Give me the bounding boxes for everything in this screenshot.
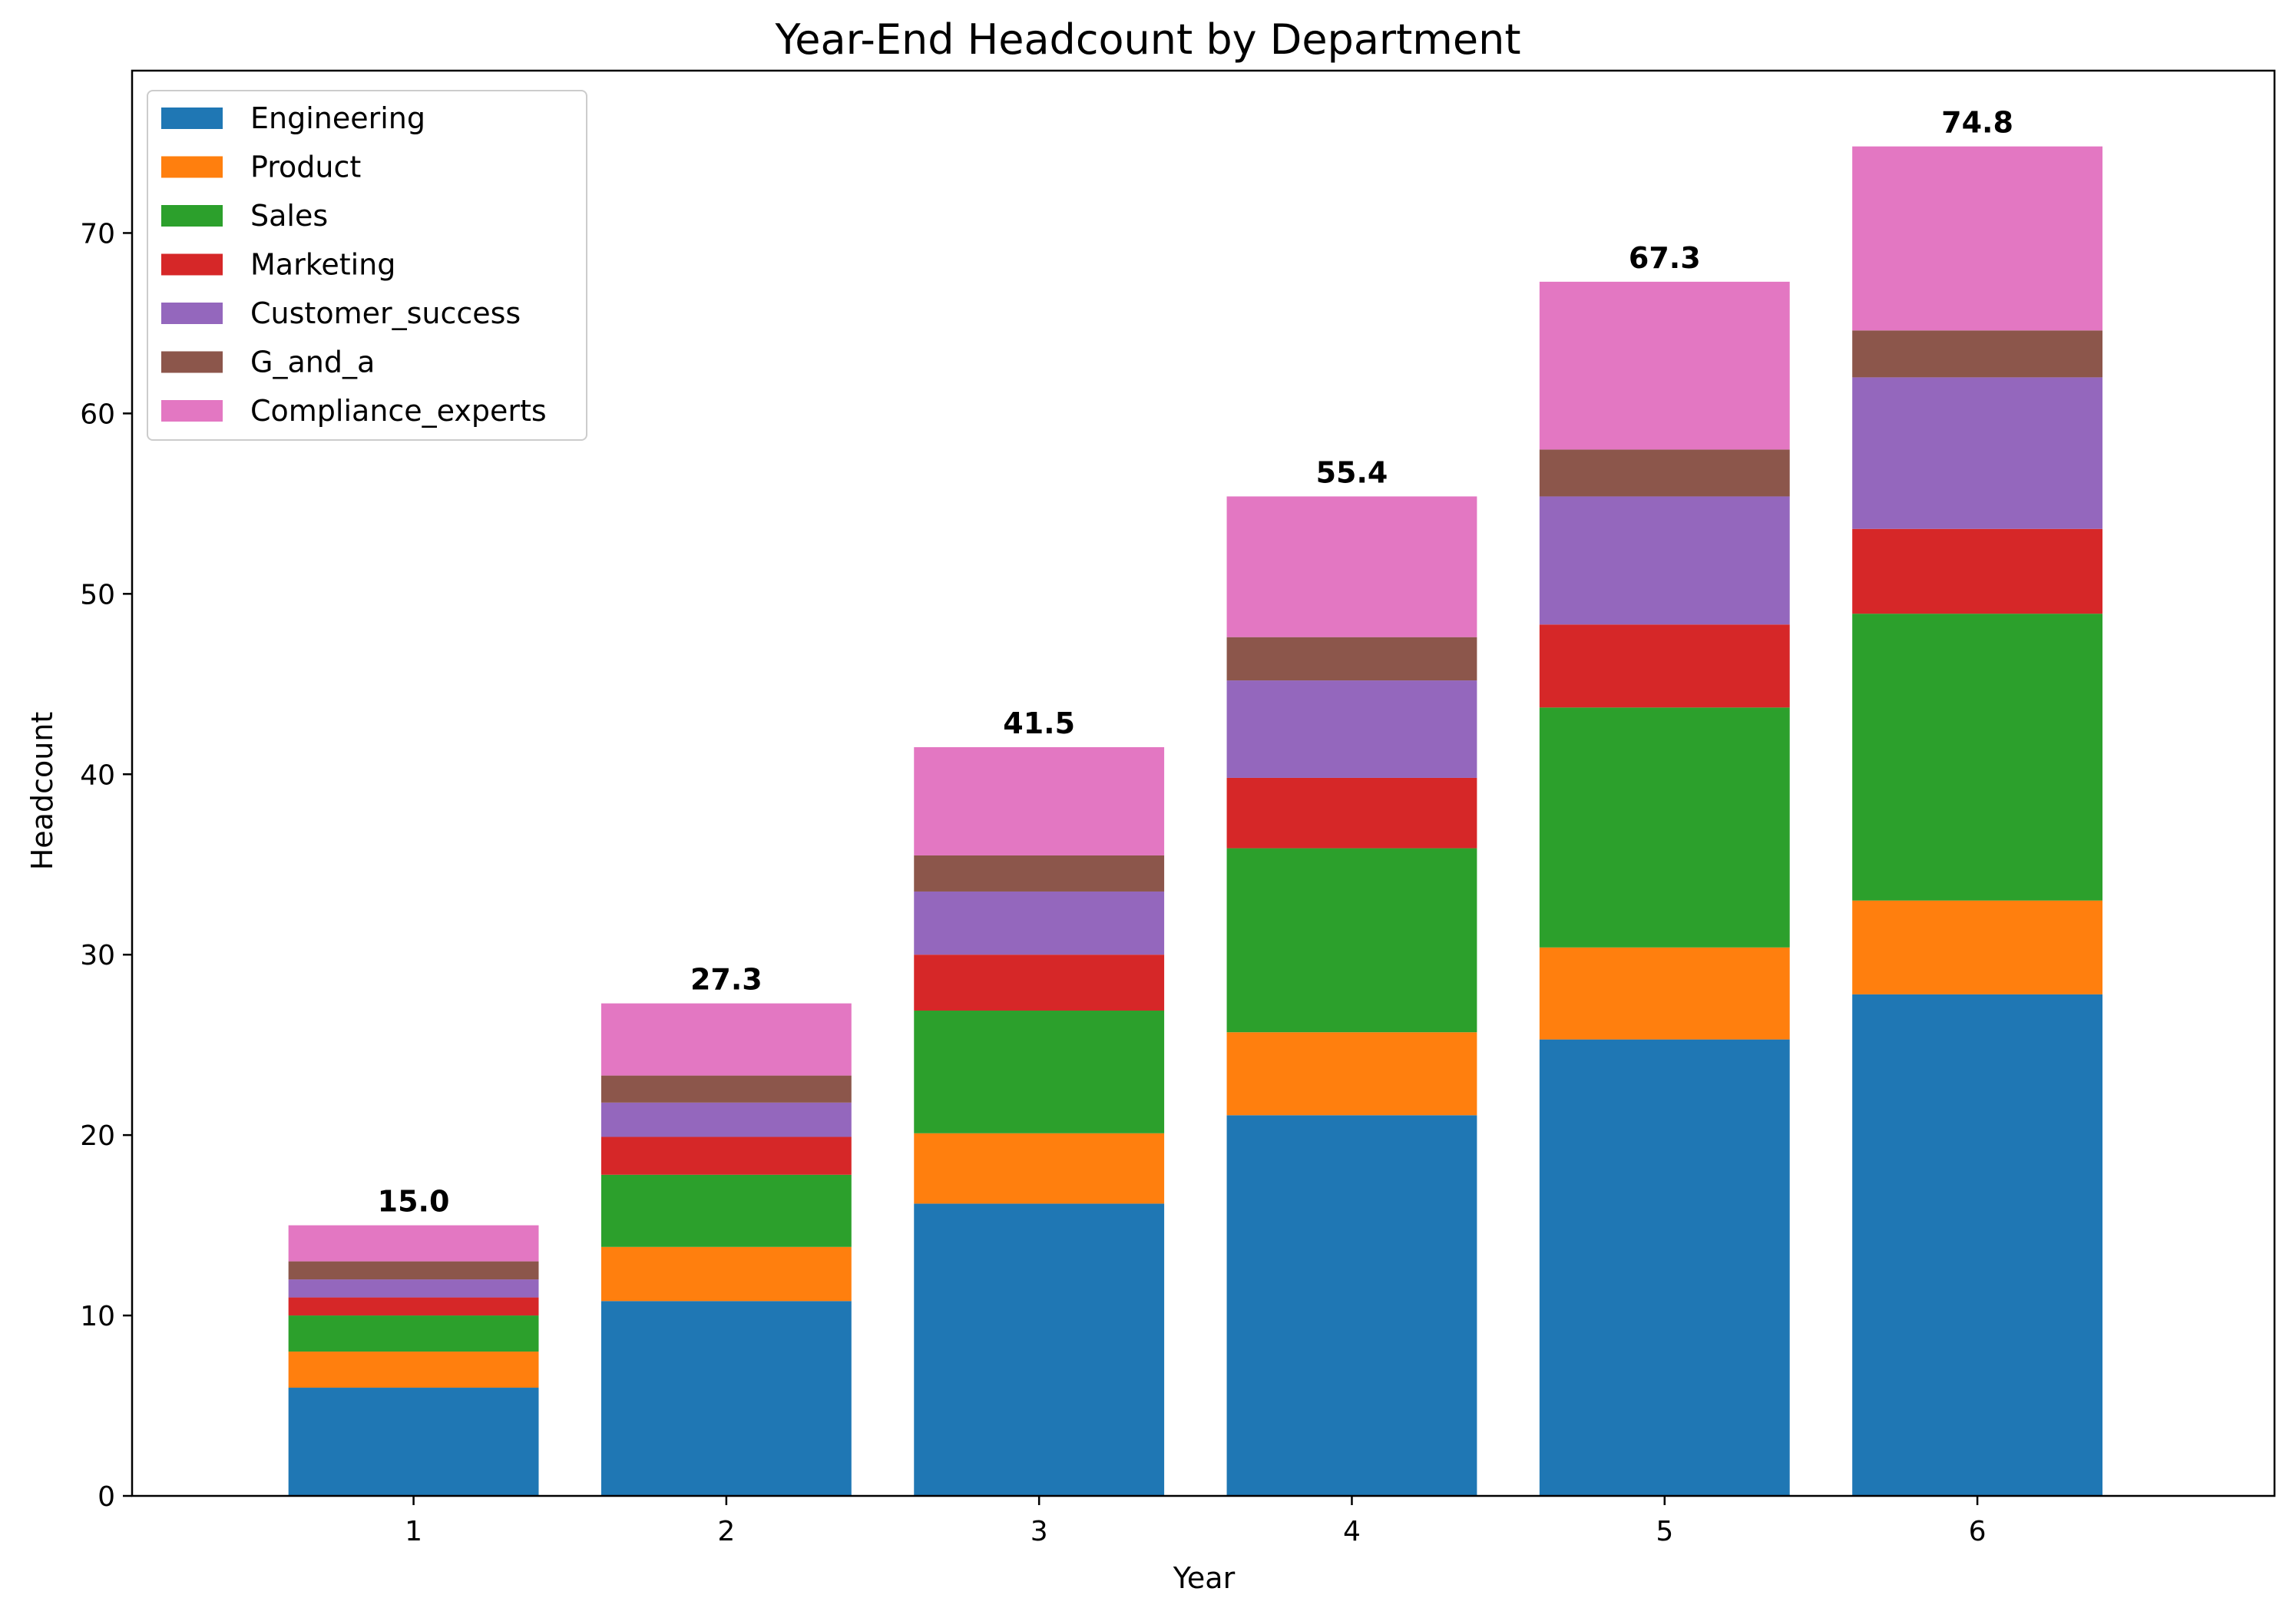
bar-segment-g-and-a-year-2	[600, 1075, 852, 1103]
bar-segment-sales-year-2	[600, 1174, 852, 1247]
bar-segment-marketing-year-3	[914, 955, 1165, 1011]
y-tick-label: 10	[80, 1301, 115, 1332]
legend-swatch-sales	[161, 205, 223, 227]
legend-swatch-g-and-a	[161, 351, 223, 373]
total-label-year-2: 27.3	[690, 963, 763, 997]
bar-segment-sales-year-5	[1539, 707, 1790, 948]
bar-segment-customer-success-year-4	[1226, 680, 1477, 778]
y-tick-label: 40	[80, 759, 115, 791]
bar-segment-sales-year-3	[914, 1011, 1165, 1133]
bar-segment-product-year-6	[1852, 900, 2102, 994]
y-tick-label: 30	[80, 940, 115, 971]
bar-segment-product-year-3	[914, 1133, 1165, 1204]
bar-segment-compliance-experts-year-5	[1539, 281, 1790, 450]
bar-segment-marketing-year-6	[1852, 528, 2102, 614]
bar-segment-engineering-year-3	[914, 1203, 1165, 1496]
bar-segment-customer-success-year-1	[288, 1279, 539, 1298]
plot-frame	[131, 69, 2276, 1497]
y-tick-label: 20	[80, 1120, 115, 1152]
bar-segment-engineering-year-5	[1539, 1039, 1790, 1496]
bar-segment-product-year-1	[288, 1352, 539, 1388]
y-tick-label: 50	[80, 579, 115, 610]
x-tick-label: 5	[1656, 1516, 1673, 1547]
bar-segment-marketing-year-2	[600, 1137, 852, 1175]
total-labels-layer: 15.0 27.3 41.5 55.4 67.3 74.8	[378, 106, 2013, 1219]
legend-swatch-compliance-experts	[161, 400, 223, 422]
legend-swatch-customer-success	[161, 303, 223, 324]
x-tick-label: 6	[1969, 1516, 1987, 1547]
bar-segment-marketing-year-5	[1539, 624, 1790, 708]
bar-segment-compliance-experts-year-1	[288, 1225, 539, 1262]
bar-segment-sales-year-1	[288, 1315, 539, 1352]
bar-segment-compliance-experts-year-4	[1226, 496, 1477, 637]
bar-segment-customer-success-year-6	[1852, 377, 2102, 529]
total-label-year-6: 74.8	[1941, 106, 2013, 140]
total-label-year-3: 41.5	[1003, 706, 1075, 740]
legend-label-engineering: Engineering	[250, 101, 425, 135]
legend-swatch-product	[161, 156, 223, 178]
bar-segment-g-and-a-year-3	[914, 855, 1165, 892]
bar-segment-engineering-year-2	[600, 1301, 852, 1496]
total-label-year-5: 67.3	[1629, 241, 1701, 275]
x-tick-label: 1	[405, 1516, 422, 1547]
legend-label-compliance-experts: Compliance_experts	[250, 394, 547, 428]
bar-segment-marketing-year-4	[1226, 777, 1477, 849]
legend: Engineering Product Sales Marketing Customer…	[147, 90, 587, 441]
bar-segment-sales-year-4	[1226, 848, 1477, 1033]
legend-label-customer-success: Customer_success	[250, 296, 521, 330]
bar-segment-compliance-experts-year-6	[1852, 146, 2102, 331]
x-tick-label: 4	[1343, 1516, 1361, 1547]
bar-segment-customer-success-year-3	[914, 891, 1165, 955]
total-label-year-1: 15.0	[378, 1185, 450, 1219]
y-tick-label: 70	[80, 218, 115, 250]
x-tick-label: 2	[717, 1516, 735, 1547]
bar-segment-marketing-year-1	[288, 1297, 539, 1316]
bar-segment-customer-success-year-2	[600, 1102, 852, 1137]
legend-label-sales: Sales	[250, 199, 328, 233]
legend-box	[147, 90, 587, 441]
bar-segment-sales-year-6	[1852, 614, 2102, 901]
x-tick-label: 3	[1031, 1516, 1048, 1547]
legend-label-g-and-a: G_and_a	[250, 346, 375, 379]
bar-segment-engineering-year-1	[288, 1388, 539, 1496]
x-axis-label: Year	[1173, 1561, 1236, 1595]
bar-segment-g-and-a-year-5	[1539, 449, 1790, 497]
bars-layer	[288, 146, 2102, 1496]
bar-segment-product-year-4	[1226, 1032, 1477, 1116]
y-axis-label: Headcount	[25, 712, 59, 871]
bar-segment-customer-success-year-5	[1539, 496, 1790, 625]
bar-segment-g-and-a-year-1	[288, 1261, 539, 1280]
bar-segment-compliance-experts-year-3	[914, 747, 1165, 855]
axes-layer: 0 10 20 30 40 50 60 70 1 2 3 4 5 6	[80, 69, 2276, 1547]
legend-swatch-engineering	[161, 108, 223, 129]
bar-segment-g-and-a-year-4	[1226, 637, 1477, 681]
bar-segment-g-and-a-year-6	[1852, 330, 2102, 378]
legend-label-marketing: Marketing	[250, 248, 395, 282]
bar-segment-product-year-2	[600, 1246, 852, 1302]
y-tick-label: 60	[80, 399, 115, 430]
bar-segment-engineering-year-4	[1226, 1115, 1477, 1496]
legend-label-product: Product	[250, 151, 361, 184]
bar-segment-engineering-year-6	[1852, 994, 2102, 1496]
total-label-year-4: 55.4	[1316, 455, 1388, 489]
bar-segment-product-year-5	[1539, 947, 1790, 1040]
legend-swatch-marketing	[161, 253, 223, 276]
y-tick-label: 0	[98, 1481, 115, 1513]
chart-title: Year-End Headcount by Department	[774, 15, 1520, 64]
bar-segment-compliance-experts-year-2	[600, 1003, 852, 1076]
